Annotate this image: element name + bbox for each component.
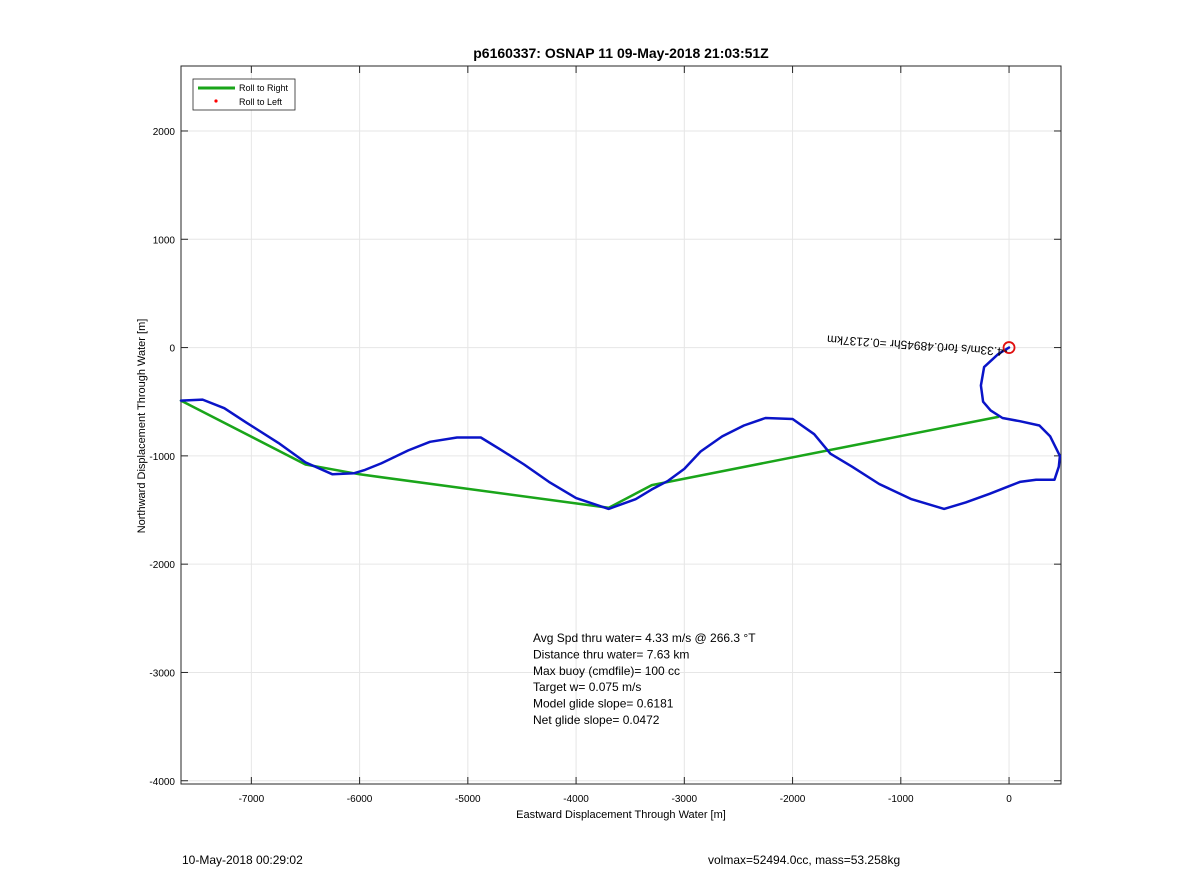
- legend-label-roll-right: Roll to Right: [239, 83, 289, 93]
- y-tick-label: -1000: [149, 452, 175, 463]
- y-tick-label: 1000: [153, 235, 176, 246]
- stats-line: Max buoy (cmdfile)= 100 cc: [533, 664, 680, 678]
- x-tick-label: -5000: [455, 794, 481, 805]
- start-marker: [1002, 341, 1016, 354]
- series-line-1: [179, 346, 1062, 511]
- rotated-annotation: -4.33m/s for0.48945hr =0.2137km: [827, 332, 1009, 359]
- y-tick-label: 2000: [153, 127, 176, 138]
- x-tick-label: -1000: [888, 794, 914, 805]
- legend-swatch-roll-left: [214, 99, 218, 103]
- y-tick-label: -2000: [149, 560, 175, 571]
- series-layer: [179, 346, 1062, 511]
- y-tick-label: 0: [169, 344, 175, 355]
- stats-line: Net glide slope= 0.0472: [533, 713, 660, 727]
- footer-timestamp: 10-May-2018 00:29:02: [182, 853, 303, 867]
- y-axis-label: Northward Displacement Through Water [m]: [136, 319, 148, 534]
- x-tick-label: 0: [1006, 794, 1012, 805]
- x-tick-label: -3000: [672, 794, 698, 805]
- series-line-0: [179, 399, 1000, 510]
- legend: Roll to Right Roll to Left: [192, 78, 296, 111]
- legend-box: [192, 78, 296, 111]
- x-tick-label: -2000: [780, 794, 806, 805]
- ticks: [181, 66, 1061, 784]
- stats-line: Target w= 0.075 m/s: [533, 680, 641, 694]
- stats-line: Model glide slope= 0.6181: [533, 697, 674, 711]
- stats-line: Avg Spd thru water= 4.33 m/s @ 266.3 °T: [533, 631, 756, 645]
- x-tick-label: -4000: [563, 794, 589, 805]
- x-tick-label: -6000: [347, 794, 373, 805]
- y-tick-label: -3000: [149, 668, 175, 679]
- footer-volmax-mass: volmax=52494.0cc, mass=53.258kg: [708, 853, 901, 867]
- y-tick-label: -4000: [149, 777, 175, 788]
- chart-title: p6160337: OSNAP 11 09-May-2018 21:03:51Z: [473, 45, 769, 61]
- grid: [181, 66, 1061, 784]
- marker-layer: [1002, 341, 1016, 354]
- tick-labels: -7000 -6000 -5000 -4000 -3000 -2000 -1000 0 -400…: [149, 127, 1012, 805]
- stats-block: Avg Spd thru water= 4.33 m/s @ 266.3 °T D…: [533, 631, 756, 727]
- stats-line: Distance thru water= 7.63 km: [533, 647, 689, 661]
- axes-box: [180, 65, 1062, 785]
- x-tick-label: -7000: [239, 794, 265, 805]
- x-axis-label: Eastward Displacement Through Water [m]: [516, 809, 726, 821]
- legend-label-roll-left: Roll to Left: [239, 97, 283, 107]
